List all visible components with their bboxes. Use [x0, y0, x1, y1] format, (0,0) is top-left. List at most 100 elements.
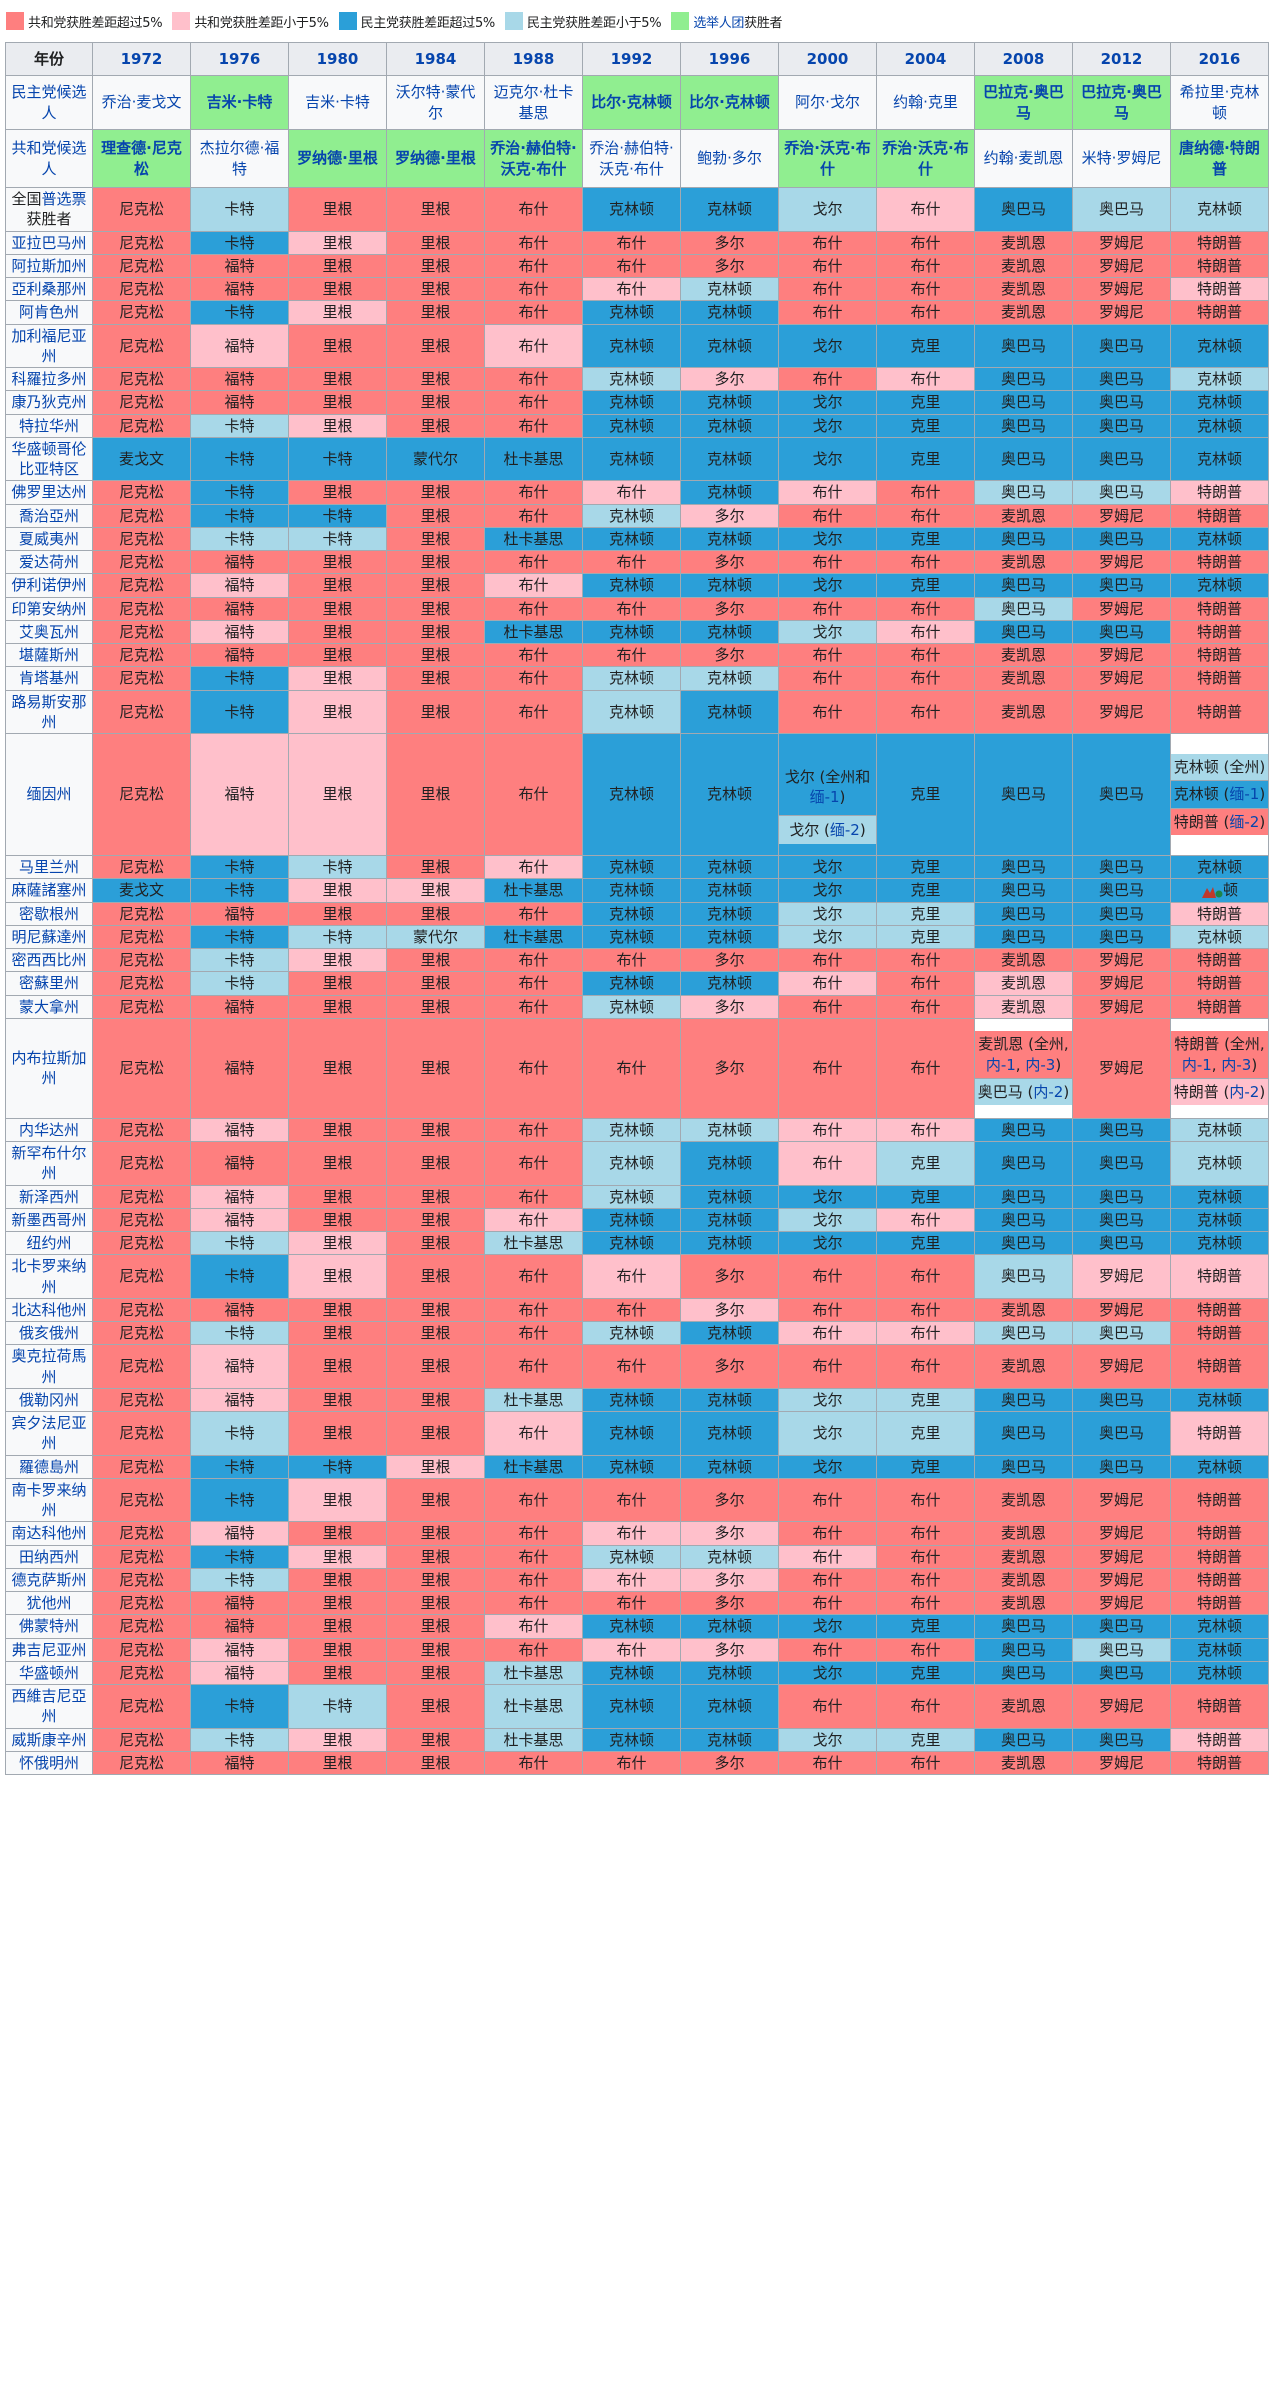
candidate-name[interactable]: 希拉里·克林顿 [1170, 75, 1269, 130]
candidate-name[interactable]: 罗纳德·里根 [288, 129, 387, 188]
year-cell[interactable]: 2008 [974, 42, 1073, 76]
year-cell[interactable]: 1980 [288, 42, 387, 76]
state-name[interactable]: 阿肯色州 [5, 300, 93, 325]
candidate-name[interactable]: 鲍勃·多尔 [680, 129, 779, 188]
state-name[interactable]: 新泽西州 [5, 1184, 93, 1209]
candidate-name[interactable]: 米特·罗姆尼 [1072, 129, 1171, 188]
state-name[interactable]: 内布拉斯加州 [5, 1017, 93, 1119]
state-name[interactable]: 密西西比州 [5, 947, 93, 973]
district-link[interactable]: 内-1 [1181, 1055, 1212, 1074]
state-name[interactable]: 华盛顿州 [5, 1660, 93, 1686]
state-name[interactable]: 加利福尼亚州 [5, 323, 93, 368]
candidate-name[interactable]: 比尔·克林顿 [680, 75, 779, 130]
state-name[interactable]: 俄勒冈州 [5, 1387, 93, 1413]
state-name[interactable]: 艾奥瓦州 [5, 619, 93, 645]
district-link[interactable]: 内-2 [1033, 1082, 1064, 1101]
state-name[interactable]: 内华达州 [5, 1117, 93, 1143]
candidate-name[interactable]: 唐纳德·特朗普 [1170, 129, 1269, 188]
state-name[interactable]: 北达科他州 [5, 1297, 93, 1323]
candidate-name[interactable]: 乔治·沃克·布什 [778, 129, 877, 188]
year-cell[interactable]: 2000 [778, 42, 877, 76]
state-name[interactable]: 印第安纳州 [5, 596, 93, 621]
candidate-name[interactable]: 乔治·麦戈文 [92, 75, 191, 130]
state-name[interactable]: 喬治亞州 [5, 503, 93, 528]
state-name[interactable]: 奥克拉荷馬州 [5, 1344, 93, 1389]
district-link[interactable]: 缅-1 [809, 787, 840, 806]
candidate-name[interactable]: 阿尔·戈尔 [778, 75, 877, 130]
state-name[interactable]: 夏威夷州 [5, 526, 93, 552]
state-name[interactable]: 华盛顿哥伦比亚特区 [5, 436, 93, 482]
district-link[interactable]: 内-3 [1025, 1055, 1056, 1074]
year-cell[interactable]: 1972 [92, 42, 191, 76]
state-name[interactable]: 佛罗里达州 [5, 480, 93, 505]
state-name[interactable]: 南达科他州 [5, 1521, 93, 1546]
state-name[interactable]: 路易斯安那州 [5, 689, 93, 734]
state-name[interactable]: 羅德島州 [5, 1454, 93, 1479]
state-name[interactable]: 马里兰州 [5, 854, 93, 880]
candidate-name[interactable]: 沃尔特·蒙代尔 [386, 75, 485, 130]
state-name[interactable]: 德克萨斯州 [5, 1567, 93, 1593]
state-name[interactable]: 密蘇里州 [5, 971, 93, 996]
state-name[interactable]: 犹他州 [5, 1590, 93, 1616]
state-name[interactable]: 蒙大拿州 [5, 994, 93, 1019]
state-name[interactable]: 特拉华州 [5, 413, 93, 438]
candidate-name[interactable]: 比尔·克林顿 [582, 75, 681, 130]
candidate-name[interactable]: 迈克尔·杜卡基思 [484, 75, 583, 130]
year-cell[interactable]: 2016 [1170, 42, 1269, 76]
state-name[interactable]: 亞利桑那州 [5, 276, 93, 302]
state-name[interactable]: 新罕布什尔州 [5, 1141, 93, 1186]
state-name[interactable]: 威斯康辛州 [5, 1727, 93, 1752]
district-link[interactable]: 内-3 [1221, 1055, 1252, 1074]
rep-candidate-row-label[interactable]: 共和党候选人 [5, 129, 93, 188]
state-name[interactable]: 俄亥俄州 [5, 1320, 93, 1346]
state-name[interactable]: 阿拉斯加州 [5, 253, 93, 279]
year-cell[interactable]: 1992 [582, 42, 681, 76]
district-link[interactable]: 缅-2 [829, 821, 860, 840]
state-name[interactable]: 佛蒙特州 [5, 1614, 93, 1639]
candidate-name[interactable]: 约翰·麦凯恩 [974, 129, 1073, 188]
candidate-name[interactable]: 杰拉尔德·福特 [190, 129, 289, 188]
candidate-name[interactable]: 乔治·沃克·布什 [876, 129, 975, 188]
district-link[interactable]: 内-2 [1229, 1082, 1260, 1101]
year-cell[interactable]: 2004 [876, 42, 975, 76]
year-cell[interactable]: 1988 [484, 42, 583, 76]
district-link[interactable]: 缅-1 [1229, 785, 1260, 804]
popular-vote-link[interactable]: 普选票 [41, 190, 87, 208]
state-name[interactable]: 明尼蘇達州 [5, 924, 93, 950]
candidate-name[interactable]: 乔治·赫伯特·沃克·布什 [582, 129, 681, 188]
district-link[interactable]: 缅-2 [1229, 812, 1260, 831]
state-name[interactable]: 科羅拉多州 [5, 366, 93, 392]
candidate-name[interactable]: 吉米·卡特 [190, 75, 289, 130]
state-name[interactable]: 纽约州 [5, 1230, 93, 1256]
state-name[interactable]: 肯塔基州 [5, 666, 93, 691]
electoral-college-link[interactable]: 选举人团 [693, 15, 745, 31]
state-name[interactable]: 爱达荷州 [5, 549, 93, 575]
candidate-name[interactable]: 巴拉克·奥巴马 [1072, 75, 1171, 130]
state-name[interactable]: 弗吉尼亚州 [5, 1637, 93, 1662]
year-cell[interactable]: 1996 [680, 42, 779, 76]
district-link[interactable]: 内-1 [985, 1055, 1016, 1074]
year-cell[interactable]: 1976 [190, 42, 289, 76]
state-name[interactable]: 伊利诺伊州 [5, 573, 93, 598]
state-name[interactable]: 堪薩斯州 [5, 642, 93, 668]
state-name[interactable]: 怀俄明州 [5, 1750, 93, 1776]
dem-candidate-row-label[interactable]: 民主党候选人 [5, 75, 93, 130]
state-name[interactable]: 田纳西州 [5, 1544, 93, 1569]
state-name[interactable]: 麻薩諸塞州 [5, 878, 93, 903]
candidate-name[interactable]: 吉米·卡特 [288, 75, 387, 130]
state-name[interactable]: 康乃狄克州 [5, 390, 93, 415]
year-cell[interactable]: 1984 [386, 42, 485, 76]
state-name[interactable]: 南卡罗来纳州 [5, 1477, 93, 1523]
state-name[interactable]: 亚拉巴马州 [5, 230, 93, 255]
candidate-name[interactable]: 理查德·尼克松 [92, 129, 191, 188]
state-name[interactable]: 宾夕法尼亚州 [5, 1411, 93, 1456]
state-name[interactable]: 西維吉尼亞州 [5, 1684, 93, 1729]
year-cell[interactable]: 2012 [1072, 42, 1171, 76]
candidate-name[interactable]: 巴拉克·奥巴马 [974, 75, 1073, 130]
state-name[interactable]: 缅因州 [5, 733, 93, 856]
state-name[interactable]: 北卡罗来纳州 [5, 1254, 93, 1299]
state-name[interactable]: 密歇根州 [5, 901, 93, 926]
candidate-name[interactable]: 约翰·克里 [876, 75, 975, 130]
candidate-name[interactable]: 罗纳德·里根 [386, 129, 485, 188]
candidate-name[interactable]: 乔治·赫伯特·沃克·布什 [484, 129, 583, 188]
